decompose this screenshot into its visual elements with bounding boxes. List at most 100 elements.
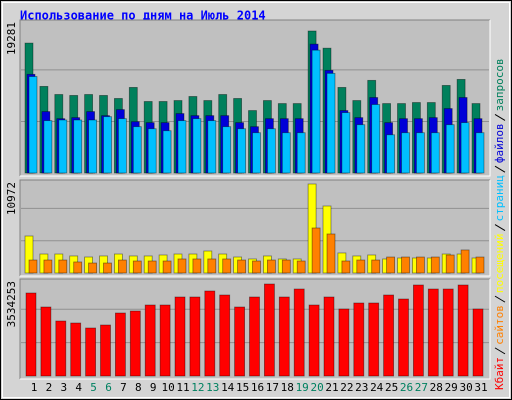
legend-separator [494, 113, 506, 121]
bar [266, 128, 276, 174]
bar [103, 116, 112, 174]
bar [445, 254, 455, 274]
bar [401, 256, 410, 274]
legend-entry: файлов [493, 123, 506, 163]
legend-entry: запросов [493, 58, 506, 111]
bar [162, 260, 172, 274]
x-tick-label: 9 [150, 381, 157, 394]
bar [144, 304, 156, 377]
bar [266, 259, 276, 274]
bar [460, 249, 470, 274]
bar [73, 119, 83, 174]
y-tick-label: 19281 [5, 22, 18, 55]
bar [132, 126, 142, 174]
bar [353, 302, 365, 377]
bar [58, 119, 68, 174]
bar [85, 327, 96, 377]
bar [338, 308, 350, 377]
bar [192, 258, 202, 274]
bar [70, 322, 82, 377]
bar [412, 284, 424, 377]
bar [472, 308, 484, 377]
bar [234, 306, 246, 377]
bar [293, 288, 305, 377]
x-tick-label: 30 [459, 381, 472, 394]
bar [115, 312, 126, 377]
x-tick-label: 1 [31, 381, 38, 394]
bar [118, 118, 127, 174]
bar [147, 260, 157, 274]
bar [222, 126, 232, 174]
legend-entry: сайтов [493, 305, 506, 345]
x-tick-label: 3 [60, 381, 67, 394]
bar [40, 306, 52, 377]
x-tick-label: 6 [105, 381, 112, 394]
bar [263, 283, 275, 377]
bar [237, 259, 247, 274]
bar [103, 262, 112, 274]
bar [129, 310, 141, 377]
bar [177, 258, 187, 274]
bar [457, 284, 469, 377]
bar [249, 296, 260, 377]
bar [88, 119, 97, 174]
x-tick-label: 11 [176, 381, 189, 394]
x-tick-label: 23 [355, 381, 368, 394]
bar [207, 120, 217, 174]
bar [58, 259, 68, 274]
x-tick-label: 15 [236, 381, 249, 394]
x-tick-label: 22 [340, 381, 353, 394]
x-tick-label: 16 [251, 381, 264, 394]
y-tick-label: 10972 [5, 182, 18, 215]
legend-separator [494, 347, 506, 355]
bar [311, 227, 321, 274]
x-tick-label: 21 [325, 381, 338, 394]
bar [371, 259, 381, 274]
bar [281, 132, 291, 174]
x-tick-label: 12 [191, 381, 204, 394]
panel-shadow [19, 19, 490, 176]
bar [219, 294, 231, 377]
bar [311, 49, 321, 174]
panel-shadow [19, 179, 490, 276]
x-tick-label: 13 [206, 381, 219, 394]
bar [356, 259, 366, 274]
x-tick-label: 18 [281, 381, 294, 394]
bar [445, 124, 455, 174]
bar [386, 256, 396, 274]
y-tick-label: 3534253 [5, 281, 18, 327]
bar [296, 132, 306, 174]
legend: Кбайт сайтов посещений страниц файлов запросо… [493, 58, 506, 390]
bar [118, 259, 127, 274]
bar [427, 288, 439, 377]
bar [460, 122, 470, 174]
panel-light [20, 279, 491, 380]
legend-separator [494, 165, 506, 173]
bar [222, 258, 232, 274]
bar [174, 296, 186, 377]
x-tick-label: 24 [370, 381, 384, 394]
bar [296, 260, 306, 274]
bar [475, 256, 485, 274]
legend-entry: страниц [493, 175, 506, 221]
x-tick-label: 2 [46, 381, 53, 394]
bar [430, 132, 440, 174]
bar [88, 262, 97, 274]
bar [207, 258, 217, 274]
bar [386, 134, 396, 174]
bar [341, 260, 351, 274]
bar [326, 233, 336, 274]
x-tick-label: 19 [296, 381, 309, 394]
bar [368, 302, 380, 377]
x-tick-label: 10 [161, 381, 174, 394]
bar [415, 256, 425, 274]
bar [442, 288, 454, 377]
x-tick-label: 4 [75, 381, 82, 394]
chart-title: Использование по дням на Июль 2014 [20, 9, 266, 23]
x-tick-label: 28 [430, 381, 443, 394]
x-tick-label: 20 [310, 381, 323, 394]
bar [398, 298, 409, 377]
bar [415, 132, 425, 174]
bar [356, 124, 366, 174]
x-tick-label: 29 [445, 381, 458, 394]
